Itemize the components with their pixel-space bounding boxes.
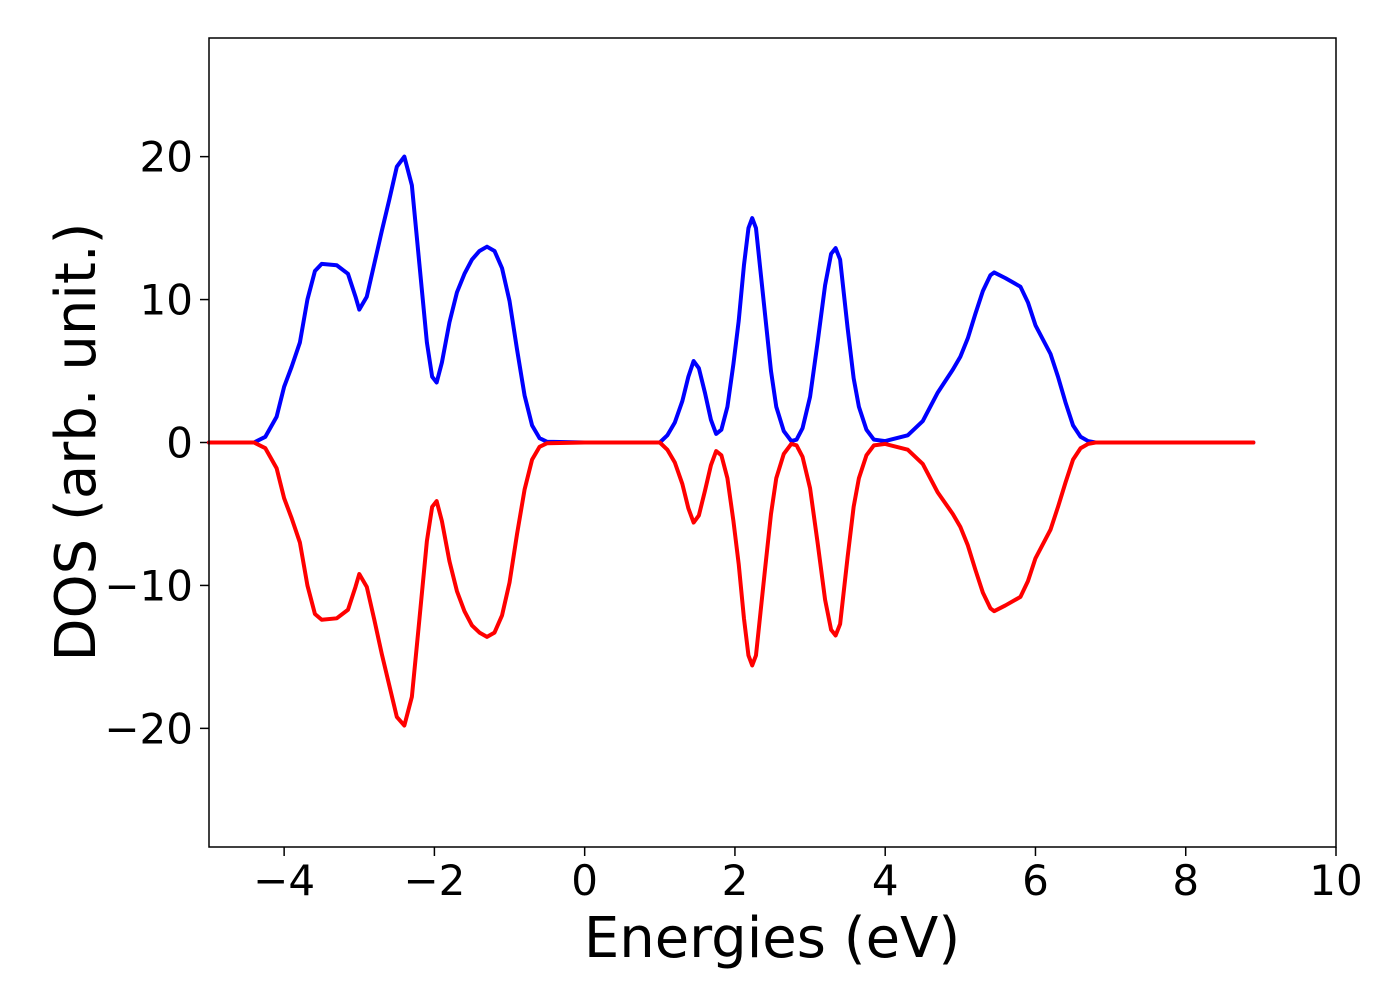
x-tick-label: −2 (403, 856, 465, 905)
dos-line (207, 440, 1256, 728)
x-tick-label: 6 (1022, 856, 1049, 905)
y-tick-label: 10 (140, 276, 193, 325)
x-tick-label: 2 (722, 856, 749, 905)
dos-line (207, 154, 1256, 445)
plot-frame (208, 37, 1337, 848)
y-tick-label: −10 (104, 561, 193, 610)
x-tick-label: 8 (1172, 856, 1199, 905)
y-tick-label: 0 (166, 419, 193, 468)
y-tick-label: −20 (104, 704, 193, 753)
y-tick-label: 20 (140, 133, 193, 182)
x-tick-label: 0 (571, 856, 598, 905)
x-tick-label: −4 (253, 856, 315, 905)
x-tick-label: 10 (1309, 856, 1362, 905)
y-axis-label: DOS (arb. unit.) (44, 222, 109, 661)
x-axis-label: Energies (eV) (584, 906, 960, 971)
x-tick-label: 4 (872, 856, 899, 905)
